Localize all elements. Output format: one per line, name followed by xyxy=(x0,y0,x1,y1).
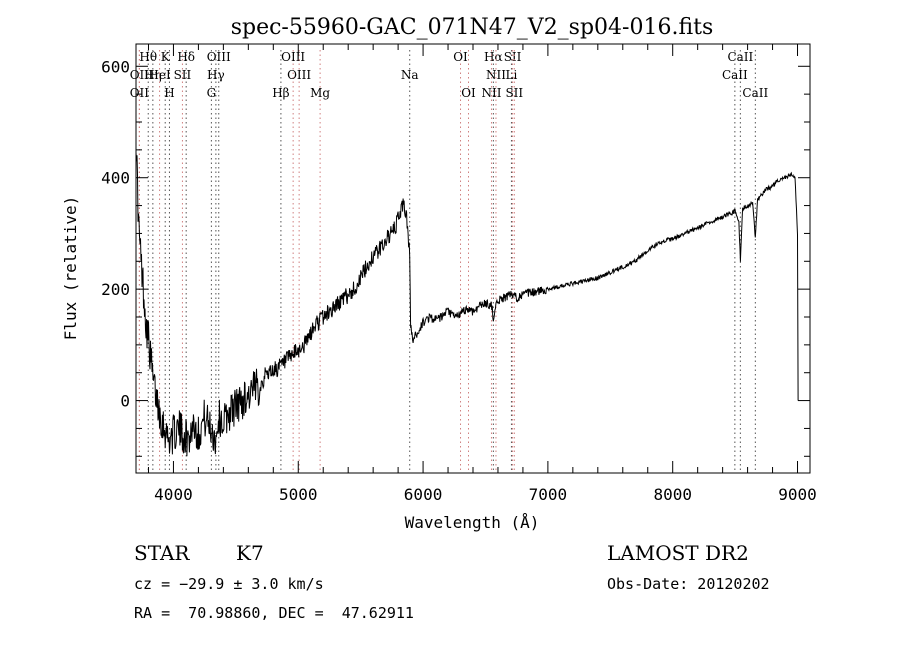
object-class: STAR xyxy=(134,541,190,565)
spectral-line-label: Hγ xyxy=(207,68,225,82)
y-axis-label: Flux (relative) xyxy=(61,196,80,341)
object-subclass: K7 xyxy=(236,541,264,565)
y-tick-label: 400 xyxy=(101,169,130,188)
spectral-line-label: Hδ xyxy=(177,50,195,64)
coordinates: RA = 70.98860, DEC = 47.62911 xyxy=(134,604,414,622)
x-tick-label: 5000 xyxy=(279,485,318,504)
chart-title: spec-55960-GAC_071N47_V2_sp04-016.fits xyxy=(231,15,714,40)
spectral-line-label: CaII xyxy=(722,68,748,82)
x-tick-label: 9000 xyxy=(778,485,817,504)
x-tick-label: 4000 xyxy=(154,485,193,504)
spectral-line-label: Hα xyxy=(484,50,503,64)
spectral-line-label: NII xyxy=(486,68,506,82)
spectral-line-label: Hη xyxy=(144,68,162,82)
spectral-line-label: SII xyxy=(174,68,192,82)
y-tick-label: 200 xyxy=(101,280,130,299)
redshift-cz: cz = −29.9 ± 3.0 km/s xyxy=(134,575,324,593)
axis-tick-labels: 4000 5000 6000 7000 8000 9000 0 200 400 600 xyxy=(101,57,817,504)
spectral-line-label: OI xyxy=(453,50,468,64)
y-tick-label: 0 xyxy=(120,392,130,411)
spectral-line-label: HeI xyxy=(148,68,171,82)
x-tick-label: 6000 xyxy=(404,485,443,504)
spectral-line-label: OIII xyxy=(287,68,311,82)
spectral-line-label: Na xyxy=(401,68,419,82)
spectral-line-label: OIII xyxy=(207,50,231,64)
spectrum-series-line xyxy=(135,152,799,457)
axis-ticks xyxy=(136,44,810,473)
x-tick-label: 8000 xyxy=(653,485,692,504)
survey-name: LAMOST DR2 xyxy=(607,541,749,565)
spectral-line-label: H xyxy=(164,86,174,100)
spectral-line-label: Hθ xyxy=(139,50,157,64)
y-tick-label: 600 xyxy=(101,57,130,76)
spectral-line-label: OI xyxy=(461,86,476,100)
spectral-line-label: Mg xyxy=(310,86,330,100)
spectral-line-label: CaII xyxy=(742,86,768,100)
spectral-line-label: NII xyxy=(481,86,501,100)
spectral-line-label: OII xyxy=(130,86,150,100)
x-tick-label: 7000 xyxy=(529,485,568,504)
x-axis-label: Wavelength (Å) xyxy=(405,513,540,532)
spectral-line-label: Li xyxy=(506,68,518,82)
spectral-line-label: Hβ xyxy=(272,86,289,100)
observation-date: Obs-Date: 20120202 xyxy=(607,575,770,593)
spectral-line-label: OIII xyxy=(281,50,305,64)
spectral-line-label: OII xyxy=(130,68,150,82)
spectral-line-label: SII xyxy=(504,50,522,64)
spectral-line-label: G xyxy=(207,86,217,100)
spectral-line-label: K xyxy=(161,50,171,64)
spectral-line-label: CaII xyxy=(727,50,753,64)
spectral-line-label: SII xyxy=(505,86,523,100)
